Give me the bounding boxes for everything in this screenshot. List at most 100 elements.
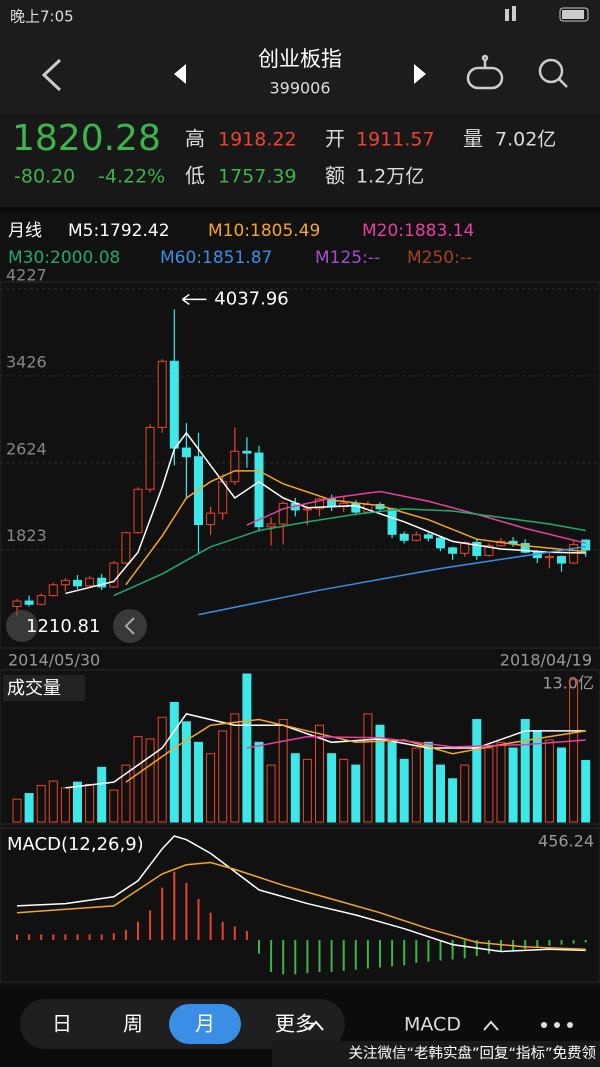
tab[interactable]: 更多	[275, 1012, 315, 1036]
tab[interactable]: 月	[195, 1012, 215, 1036]
volume-bar	[145, 738, 155, 823]
back-button[interactable]	[41, 58, 62, 92]
tab-caret	[308, 1020, 324, 1031]
candle-body	[60, 579, 70, 586]
volume-bar	[206, 753, 216, 823]
ma-legend: M20:1883.14	[362, 221, 474, 241]
volume-bar	[157, 716, 167, 823]
ma-legend: M250:--	[407, 248, 472, 268]
next-button[interactable]	[414, 64, 426, 84]
candle-body	[387, 508, 397, 535]
volume-bar	[520, 719, 530, 823]
status-icons	[505, 6, 589, 22]
status-time: 晚上7:05	[10, 8, 74, 26]
amount-label: 额	[325, 164, 345, 188]
ma-legend-name: M20:	[362, 221, 404, 241]
volume-bar	[581, 760, 591, 823]
candle-body	[145, 426, 155, 490]
amount: 1.2万亿	[356, 166, 424, 188]
volume-bar	[363, 713, 373, 823]
volume-bar	[24, 793, 34, 823]
ma-line	[198, 545, 586, 616]
change: -80.20	[14, 166, 75, 188]
y-tick-label: 4227	[6, 265, 47, 284]
period: 月线	[8, 221, 42, 241]
volume-bar	[544, 739, 554, 823]
volume-bar	[254, 741, 264, 823]
ma-legend-value: 2000.08	[50, 248, 120, 268]
ma-legend-name: M250:	[407, 248, 460, 268]
volume-title: 成交量	[7, 678, 61, 699]
candle-body	[460, 541, 470, 554]
volume-bar	[121, 764, 131, 823]
low-label: 低	[185, 164, 205, 188]
volume-bar	[48, 780, 58, 823]
volume-bar	[508, 747, 518, 823]
ma-line	[125, 470, 586, 586]
volume-bar	[133, 736, 143, 823]
prev-button[interactable]	[174, 64, 186, 84]
start-date: 2014/05/30	[8, 651, 100, 670]
robot-button[interactable]	[466, 54, 504, 90]
more-dots[interactable]	[541, 1022, 573, 1028]
volume-bar	[109, 789, 119, 823]
volume-bar	[302, 758, 312, 823]
volume-bar	[60, 787, 70, 823]
volume-bar	[181, 721, 191, 823]
volume-bar	[460, 764, 470, 823]
candle-body	[254, 452, 264, 528]
volume-bar	[351, 764, 361, 823]
scroll-button	[6, 610, 38, 642]
volume-bar	[97, 766, 107, 823]
candle-body	[484, 545, 494, 556]
macd-max: 456.24	[538, 832, 594, 851]
ma-line	[113, 508, 586, 597]
indicator-button[interactable]: MACD	[404, 1014, 461, 1036]
candle-body	[48, 584, 58, 597]
scroll-button	[113, 609, 147, 643]
macd-frame	[0, 827, 600, 983]
volume-bar	[496, 741, 506, 823]
open: 1911.57	[356, 129, 435, 151]
ma-legend-name: M125:	[315, 248, 368, 268]
candle-body	[436, 537, 445, 549]
ma-legend: M5:1792.42	[68, 221, 170, 241]
ma-legend-value: 1805.49	[250, 221, 320, 241]
volume-bar	[278, 719, 288, 823]
volume-bar	[169, 701, 179, 823]
volume: 7.02亿	[495, 129, 556, 151]
tab-selected-bg	[169, 1004, 241, 1044]
low: 1757.39	[218, 166, 297, 188]
scroll-chevron	[124, 617, 135, 635]
candle-body	[206, 512, 216, 526]
volume-bar	[387, 741, 397, 823]
candle-body	[581, 539, 591, 551]
candle-body	[266, 523, 276, 528]
search-button[interactable]	[538, 58, 568, 88]
indicator-caret	[483, 1020, 499, 1031]
candle-body	[109, 562, 119, 588]
candle-body	[133, 488, 143, 534]
volume-frame	[0, 669, 600, 825]
plots: 1823 2624 3426 4227 4037.96 1210.81	[0, 265, 600, 975]
ma-line	[65, 431, 586, 595]
volume-bar	[375, 724, 385, 823]
candle-body	[411, 534, 421, 541]
volume-bar	[36, 785, 46, 823]
y-tick-label: 2624	[6, 439, 47, 458]
ma-line	[246, 490, 586, 544]
volume-bar	[411, 747, 421, 823]
low-annotation: 1210.81	[26, 616, 100, 637]
high-label: 高	[185, 127, 205, 151]
candle-body	[242, 450, 252, 454]
tabs: 日 周 月 更多	[52, 1004, 324, 1044]
ma-legend-value: --	[460, 248, 472, 268]
tab[interactable]: 日	[52, 1012, 72, 1036]
volume-bar	[327, 753, 337, 823]
candle-body	[302, 508, 312, 511]
candle-body	[157, 360, 167, 428]
tab[interactable]: 周	[123, 1012, 143, 1036]
high: 1918.22	[218, 129, 297, 151]
candle-body	[230, 450, 240, 483]
